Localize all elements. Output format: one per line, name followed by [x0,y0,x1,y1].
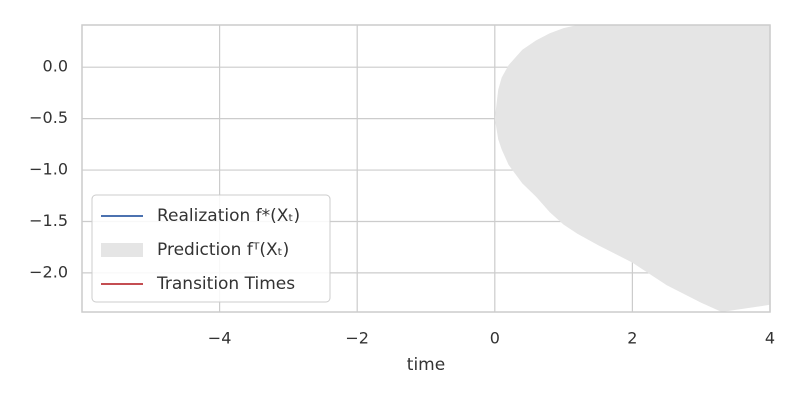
legend-swatch [101,243,143,257]
x-tick-label: 2 [627,329,637,348]
x-tick-label: 0 [490,329,500,348]
x-axis-label: time [407,355,445,375]
legend-box [91,194,331,303]
x-tick-label: 4 [765,329,775,348]
legend-label: Realization f*(Xₜ) [157,206,300,226]
y-tick-label: −1.0 [29,160,68,179]
y-tick-label: 0.0 [43,57,68,76]
y-tick-label: −0.5 [29,108,68,127]
x-tick-label: −2 [345,329,369,348]
legend-label: Transition Times [156,274,295,294]
y-tick-label: −1.5 [29,211,68,230]
y-tick-label: −2.0 [29,262,68,281]
prediction-band [494,25,770,312]
legend-label: Prediction fᵀ(Xₜ) [157,240,289,260]
x-tick-label: −4 [208,329,232,348]
plot-frame [81,24,771,313]
